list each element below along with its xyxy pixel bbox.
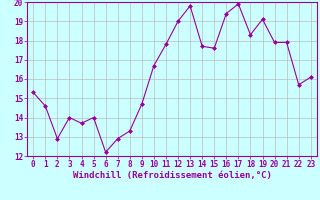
X-axis label: Windchill (Refroidissement éolien,°C): Windchill (Refroidissement éolien,°C) xyxy=(73,171,271,180)
